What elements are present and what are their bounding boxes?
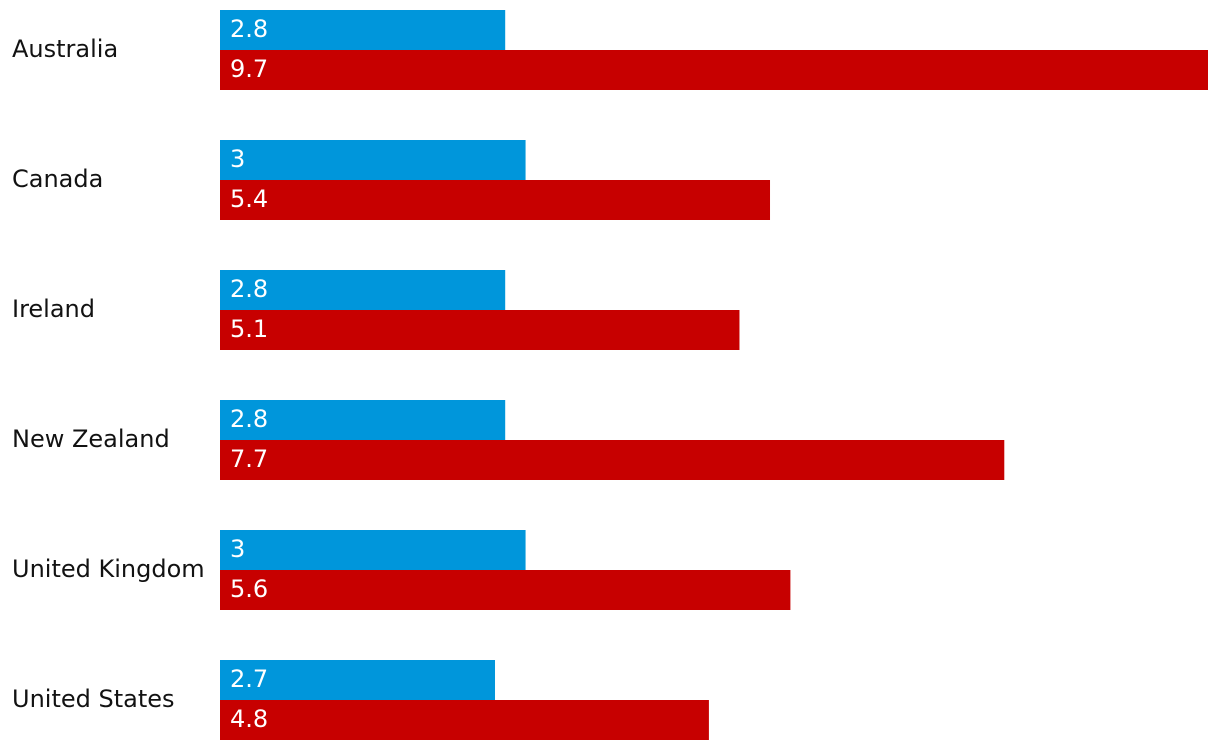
bar: [220, 140, 526, 180]
bar: [220, 310, 740, 350]
bar: [220, 570, 791, 610]
bar: [220, 270, 506, 310]
bar-group: Ireland 2.8 5.1: [12, 270, 740, 350]
bar: [220, 530, 526, 570]
data-label: 2.8: [230, 275, 268, 303]
bar: [220, 440, 1005, 480]
category-label: United Kingdom: [12, 555, 205, 583]
data-label: 3: [230, 145, 245, 173]
data-label: 5.1: [230, 315, 268, 343]
bar: [220, 400, 506, 440]
bar-group: Canada 3 5.4: [12, 140, 771, 220]
category-label: Canada: [12, 165, 103, 193]
data-label: 2.7: [230, 665, 268, 693]
data-label: 5.6: [230, 575, 268, 603]
data-label: 4.8: [230, 705, 268, 733]
bar-group: New Zealand 2.8 7.7: [12, 400, 1005, 480]
data-label: 7.7: [230, 445, 268, 473]
bar-group: United Kingdom 3 5.6: [12, 530, 791, 610]
category-label: Ireland: [12, 295, 95, 323]
bar-group: United States 2.7 4.8: [12, 660, 709, 740]
bar: [220, 700, 709, 740]
bar: [220, 50, 1208, 90]
data-label: 2.8: [230, 405, 268, 433]
bar: [220, 10, 506, 50]
data-label: 5.4: [230, 185, 268, 213]
category-label: Australia: [12, 35, 118, 63]
data-label: 3: [230, 535, 245, 563]
data-label: 2.8: [230, 15, 268, 43]
bar-group: Australia 2.8 9.7: [12, 10, 1208, 90]
bar: [220, 660, 496, 700]
data-label: 9.7: [230, 55, 268, 83]
category-label: United States: [12, 685, 175, 713]
category-label: New Zealand: [12, 425, 170, 453]
bar: [220, 180, 771, 220]
